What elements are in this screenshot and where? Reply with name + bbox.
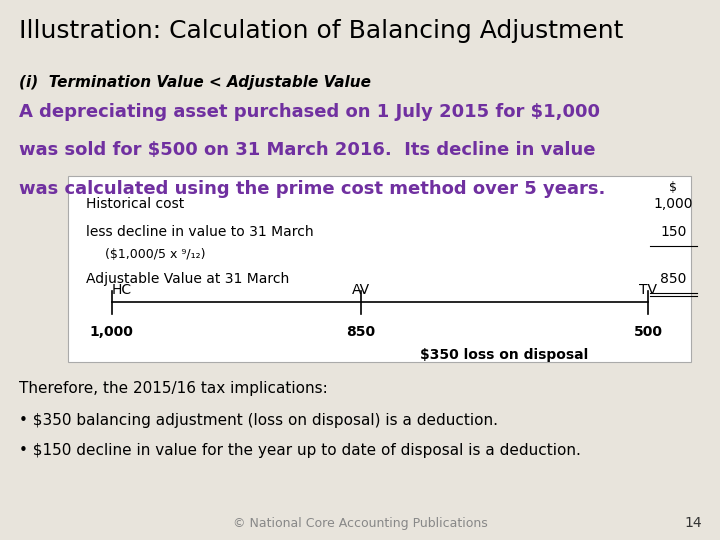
Text: 500: 500 <box>634 325 662 339</box>
Text: Adjustable Value at 31 March: Adjustable Value at 31 March <box>86 272 289 286</box>
Text: AV: AV <box>352 284 370 298</box>
Text: A depreciating asset purchased on 1 July 2015 for $1,000: A depreciating asset purchased on 1 July… <box>19 103 600 120</box>
Text: $: $ <box>669 181 678 194</box>
Text: • $350 balancing adjustment (loss on disposal) is a deduction.: • $350 balancing adjustment (loss on dis… <box>19 413 498 428</box>
FancyBboxPatch shape <box>68 176 691 362</box>
Text: (i)  Termination Value < Adjustable Value: (i) Termination Value < Adjustable Value <box>19 75 372 90</box>
Text: less decline in value to 31 March: less decline in value to 31 March <box>86 225 314 239</box>
Text: © National Core Accounting Publications: © National Core Accounting Publications <box>233 517 487 530</box>
Text: $350 loss on disposal: $350 loss on disposal <box>420 348 589 362</box>
Text: 1,000: 1,000 <box>654 197 693 211</box>
Text: was calculated using the prime cost method over 5 years.: was calculated using the prime cost meth… <box>19 180 606 198</box>
Text: Therefore, the 2015/16 tax implications:: Therefore, the 2015/16 tax implications: <box>19 381 328 396</box>
Text: 850: 850 <box>346 325 376 339</box>
Text: 1,000: 1,000 <box>90 325 133 339</box>
Text: Illustration: Calculation of Balancing Adjustment: Illustration: Calculation of Balancing A… <box>19 19 624 43</box>
Text: 850: 850 <box>660 272 686 286</box>
Text: TV: TV <box>639 284 657 298</box>
Text: • $150 decline in value for the year up to date of disposal is a deduction.: • $150 decline in value for the year up … <box>19 443 581 458</box>
Text: 14: 14 <box>685 516 702 530</box>
Text: 150: 150 <box>660 225 686 239</box>
Text: Historical cost: Historical cost <box>86 197 184 211</box>
Text: ($1,000/5 x ⁹/₁₂): ($1,000/5 x ⁹/₁₂) <box>97 248 206 261</box>
Text: HC: HC <box>112 284 132 298</box>
Text: was sold for $500 on 31 March 2016.  Its decline in value: was sold for $500 on 31 March 2016. Its … <box>19 141 596 159</box>
